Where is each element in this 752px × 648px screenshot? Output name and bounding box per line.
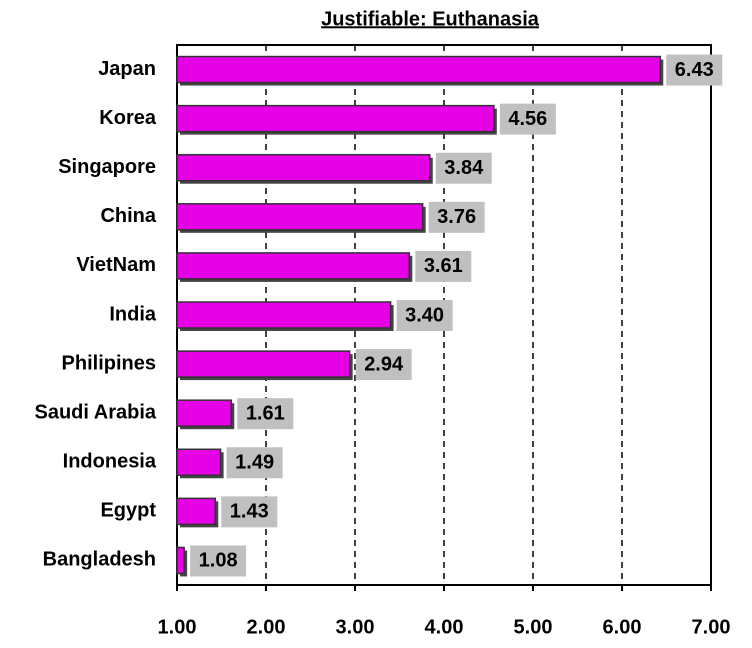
x-tick-label: 4.00	[425, 616, 464, 638]
y-tick-label: Japan	[98, 58, 156, 80]
x-tick-label: 2.00	[247, 616, 286, 638]
value-label-box	[428, 201, 485, 233]
bar	[176, 546, 185, 575]
x-tick-label: 7.00	[692, 616, 731, 638]
value-label-box	[666, 54, 723, 86]
bar	[176, 55, 662, 84]
value-label: 1.43	[230, 501, 269, 523]
y-tick-label: India	[109, 303, 157, 325]
x-tick-label: 3.00	[336, 616, 375, 638]
y-tick-label: Philipines	[62, 352, 156, 374]
value-label-box	[499, 103, 556, 135]
value-label: 3.61	[424, 255, 463, 277]
value-label-box	[355, 349, 412, 381]
y-tick-label: China	[100, 205, 156, 227]
value-label: 3.40	[405, 304, 444, 326]
chart-title: Justifiable: Euthanasia	[321, 8, 540, 30]
y-tick-label: Korea	[99, 107, 157, 129]
value-label-box	[396, 300, 453, 331]
value-label: 1.49	[235, 452, 274, 474]
value-label: 6.43	[675, 59, 714, 81]
value-label-box	[435, 152, 492, 184]
x-tick-label: 1.00	[158, 616, 197, 638]
value-label: 3.76	[437, 206, 476, 228]
value-label-box	[237, 398, 294, 430]
value-label-box	[415, 250, 472, 282]
bar	[176, 350, 351, 378]
value-label: 1.08	[199, 550, 238, 572]
value-label-box	[221, 496, 278, 528]
y-tick-label: Indonesia	[63, 451, 157, 473]
y-tick-label: Bangladesh	[43, 549, 156, 571]
bar	[176, 104, 495, 133]
y-tick-label: Egypt	[100, 500, 156, 522]
x-tick-label: 6.00	[603, 616, 642, 638]
value-label-box	[226, 447, 283, 479]
value-label: 2.94	[364, 353, 404, 375]
value-label-box	[190, 545, 247, 577]
y-tick-label: Saudi Arabia	[34, 401, 156, 423]
bar	[176, 203, 424, 231]
value-label: 1.61	[246, 402, 285, 424]
x-tick-label: 5.00	[514, 616, 553, 638]
bar	[176, 399, 233, 427]
y-tick-label: VietNam	[76, 254, 156, 276]
bar	[176, 153, 431, 182]
value-label: 4.56	[508, 108, 547, 130]
value-label: 3.84	[444, 157, 484, 179]
bar	[176, 252, 411, 280]
y-tick-label: Singapore	[58, 156, 156, 178]
bar	[176, 301, 392, 329]
bar	[176, 448, 222, 477]
bar	[176, 497, 217, 526]
